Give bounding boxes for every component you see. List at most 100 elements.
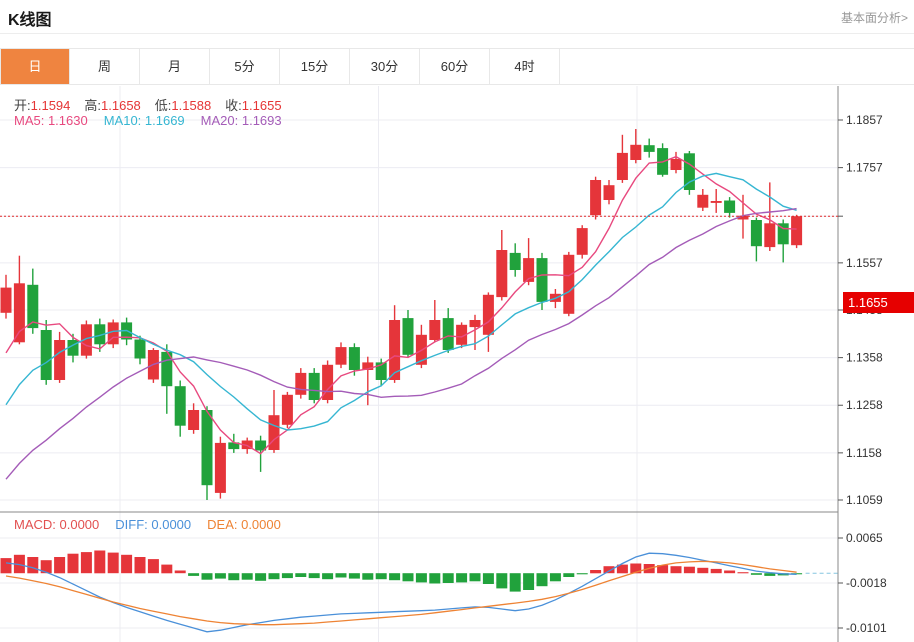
macd-bar bbox=[147, 559, 159, 574]
candle-body bbox=[40, 330, 52, 380]
macd-bar bbox=[697, 567, 709, 574]
macd-bar bbox=[295, 573, 307, 577]
macd-bar bbox=[121, 554, 133, 574]
high-label: 高: bbox=[84, 98, 102, 113]
candle-body bbox=[389, 320, 401, 380]
macd-bar bbox=[750, 573, 762, 575]
macd-bar bbox=[724, 570, 736, 574]
tab-周[interactable]: 周 bbox=[70, 49, 140, 84]
fundamental-analysis-link[interactable]: 基本面分析> bbox=[840, 11, 908, 25]
macd-bar bbox=[603, 566, 615, 574]
candle-body bbox=[281, 394, 293, 425]
candle-body bbox=[107, 322, 119, 345]
header-divider bbox=[0, 33, 914, 34]
macd-bar bbox=[241, 573, 253, 580]
macd-bar bbox=[174, 570, 186, 574]
macd-bar bbox=[255, 573, 267, 581]
candle-body bbox=[509, 252, 521, 270]
high-value: 1.1658 bbox=[101, 98, 141, 113]
tab-30分[interactable]: 30分 bbox=[350, 49, 420, 84]
candle-body bbox=[442, 318, 454, 350]
macd-bar bbox=[429, 573, 441, 584]
low-label: 低: bbox=[154, 98, 172, 113]
candle-body bbox=[710, 201, 722, 203]
candle-body bbox=[563, 254, 575, 314]
candle-body bbox=[536, 258, 548, 302]
candle-body bbox=[496, 250, 508, 298]
open-value: 1.1594 bbox=[30, 98, 71, 113]
price-tick-label: 1.1557 bbox=[846, 256, 883, 270]
page-title: K线图 bbox=[8, 12, 52, 29]
candle-body bbox=[228, 442, 240, 450]
candle-body bbox=[603, 185, 615, 200]
ma5-line bbox=[5, 155, 797, 455]
candle-body bbox=[27, 284, 39, 329]
period-tab-bar: 日周月 5分 15分 30分 60分 4时 bbox=[0, 48, 914, 85]
candle-body bbox=[174, 386, 186, 426]
candle-body bbox=[643, 145, 655, 152]
candle-body bbox=[94, 324, 106, 345]
dea-legend: DEA: 0.0000 bbox=[207, 517, 281, 532]
macd-bar bbox=[536, 573, 548, 587]
price-tick-label: 1.1258 bbox=[846, 398, 883, 412]
macd-bar bbox=[670, 566, 682, 574]
chart-canvas[interactable]: 1.18571.17571.15571.14581.13581.12581.11… bbox=[0, 86, 914, 642]
macd-bar bbox=[94, 550, 106, 574]
macd-bar bbox=[549, 573, 561, 582]
candle-body bbox=[764, 223, 776, 248]
tab-4时[interactable]: 4时 bbox=[490, 49, 560, 84]
macd-bar bbox=[590, 570, 602, 574]
candle-body bbox=[697, 194, 709, 208]
macd-bar bbox=[201, 573, 213, 580]
diff-line bbox=[5, 552, 797, 633]
candle-body bbox=[161, 351, 173, 387]
macd-bar bbox=[308, 573, 320, 579]
candle-body bbox=[791, 216, 803, 246]
macd-bar bbox=[683, 566, 695, 574]
macd-bar bbox=[268, 573, 280, 580]
ma20-legend: MA20: 1.1693 bbox=[200, 113, 282, 128]
macd-bar bbox=[389, 573, 401, 581]
ma10-line bbox=[5, 172, 797, 431]
candle-body bbox=[322, 364, 334, 400]
macd-bar bbox=[496, 573, 508, 589]
macd-bar bbox=[630, 563, 642, 574]
macd-legend-row: MACD: 0.0000 DIFF: 0.0000 DEA: 0.0000 bbox=[14, 517, 297, 532]
candle-body bbox=[335, 347, 347, 365]
ma5-legend: MA5: 1.1630 bbox=[14, 113, 88, 128]
price-tick-label: 1.1158 bbox=[846, 446, 882, 460]
candle-body bbox=[750, 220, 762, 247]
candle-body bbox=[308, 372, 320, 400]
candle-body bbox=[188, 410, 200, 430]
candle-body bbox=[134, 339, 146, 359]
ohlc-row: 开:1.1594 高:1.1658 低:1.1588 收:1.1655 bbox=[14, 95, 296, 114]
tab-5分[interactable]: 5分 bbox=[210, 49, 280, 84]
tab-月[interactable]: 月 bbox=[140, 49, 210, 84]
macd-bar bbox=[442, 573, 454, 583]
candle-body bbox=[295, 372, 307, 395]
ma10-legend: MA10: 1.1669 bbox=[103, 113, 185, 128]
candle-body bbox=[590, 180, 602, 216]
macd-bar bbox=[402, 573, 414, 582]
tab-15分[interactable]: 15分 bbox=[280, 49, 350, 84]
macd-bar bbox=[107, 552, 119, 574]
close-label: 收: bbox=[225, 98, 242, 113]
candle-body bbox=[576, 228, 588, 255]
candle-body bbox=[268, 415, 280, 450]
macd-bar bbox=[67, 553, 79, 574]
candle-body bbox=[13, 283, 25, 343]
macd-bar bbox=[80, 552, 92, 574]
macd-bar bbox=[563, 573, 575, 577]
macd-bar bbox=[415, 573, 427, 583]
macd-bar bbox=[482, 573, 494, 584]
macd-bar bbox=[616, 564, 628, 574]
candle-body bbox=[523, 258, 535, 282]
tab-日[interactable]: 日 bbox=[0, 49, 70, 84]
candle-body bbox=[201, 410, 213, 486]
kline-chart[interactable]: 1.18571.17571.15571.14581.13581.12581.11… bbox=[0, 86, 914, 642]
candle-body bbox=[402, 318, 414, 355]
macd-bar bbox=[322, 573, 334, 580]
candle-body bbox=[724, 200, 736, 213]
tab-60分[interactable]: 60分 bbox=[420, 49, 490, 84]
